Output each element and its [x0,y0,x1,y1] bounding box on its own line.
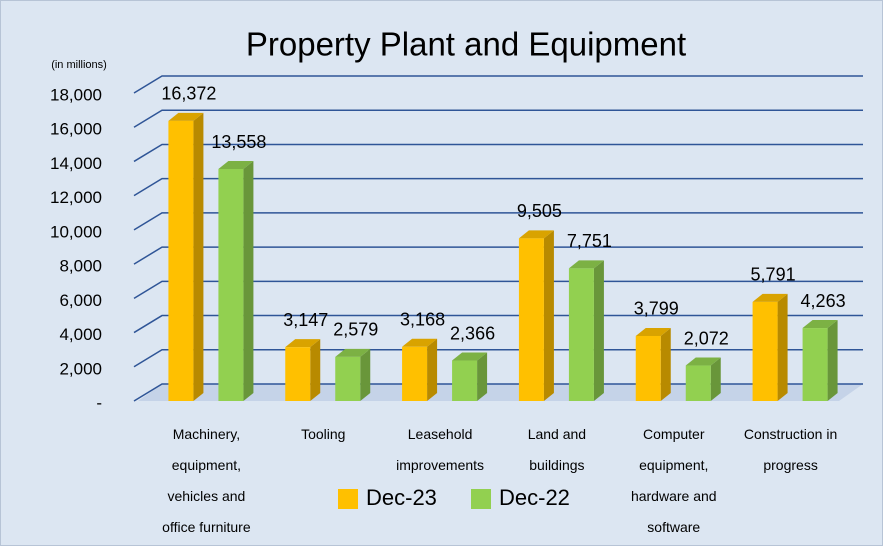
bar-front [335,356,361,401]
data-label: 9,505 [517,201,562,221]
bar [568,260,604,401]
bar-front [518,238,544,401]
grid-line [133,109,863,128]
bar-top [752,293,788,302]
data-label: 5,791 [751,265,796,285]
y-tick-label: 12,000 [50,188,102,207]
bar [518,230,554,401]
data-label: 13,558 [211,132,266,152]
bar-side [710,357,721,401]
bar-top [568,260,604,269]
bar-top [802,320,838,329]
bar-top [168,112,204,121]
grid-line [133,280,863,299]
bar-side [477,352,488,401]
bar-side [660,327,671,401]
x-tick-label: Leasehold improvements [396,426,485,473]
bar-side [243,161,254,401]
chart-title: Property Plant and Equipment [246,26,686,63]
bar-front [452,360,478,401]
y-tick-label: 6,000 [59,291,102,310]
bar-front [685,365,711,401]
legend-swatch [338,489,358,509]
grid-line [133,383,863,402]
bar-side [427,338,438,401]
bar-side [360,348,371,401]
bar-top [518,230,554,239]
bar-side [827,320,838,401]
bar-top [402,338,438,347]
bar-side [193,112,204,402]
bar [335,348,371,401]
bar [635,327,671,401]
data-label: 3,147 [283,310,328,330]
data-label: 2,366 [450,323,495,343]
y-tick-label: - [96,393,102,412]
data-label: 16,372 [161,84,216,104]
y-tick-label: 8,000 [59,257,102,276]
legend-label: Dec-22 [499,485,570,510]
x-tick-label: Machinery, equipment, vehicles and offic… [162,426,251,535]
grid-line [133,143,863,163]
bar-top [335,348,371,357]
x-tick-label: Construction in progress [743,426,838,473]
data-label: 2,579 [333,320,378,340]
grid-line [133,177,863,197]
bar [168,112,204,402]
bar-front [402,346,428,401]
grid-line [133,246,863,265]
bar-front [285,347,311,401]
data-label: 4,263 [801,291,846,311]
x-tick-label: Tooling [301,426,346,442]
bar-front [168,120,194,402]
bar [752,293,788,401]
bar [802,320,838,401]
bar [452,352,488,401]
y-tick-label: 2,000 [59,359,102,378]
legend-label: Dec-23 [366,485,437,510]
bar-top [685,357,721,366]
y-axis-label: (in millions) [51,59,107,71]
bar-top [218,161,254,170]
grid-line [133,75,863,94]
x-tick-label: Land and buildings [527,426,587,473]
data-label: 2,072 [684,328,729,348]
grid-line [133,349,863,368]
x-tick-label: Computer equipment, hardware and softwar… [630,426,717,535]
y-tick-label: 10,000 [50,222,102,241]
bar [402,338,438,401]
bar-side [777,293,788,401]
bar-side [543,230,554,401]
data-label: 7,751 [567,231,612,251]
bar-side [310,339,321,401]
bar-front [218,169,244,401]
bar-front [568,268,594,401]
data-label: 3,168 [400,310,445,330]
bar [685,357,721,401]
bar [218,161,254,401]
y-tick-label: 4,000 [59,325,102,344]
grid-line [133,314,863,334]
bar-top [635,327,671,336]
data-label: 3,799 [634,299,679,319]
bar [285,339,321,401]
bar-front [635,335,661,401]
y-tick-label: 18,000 [50,85,102,104]
y-tick-label: 14,000 [50,154,102,173]
bar-top [285,339,321,348]
bar-side [593,260,604,401]
bar-top [452,352,488,361]
grid-line [133,212,863,231]
bar-front [802,328,828,401]
bar-front [752,301,778,401]
y-tick-label: 16,000 [50,120,102,139]
legend-swatch [471,489,491,509]
